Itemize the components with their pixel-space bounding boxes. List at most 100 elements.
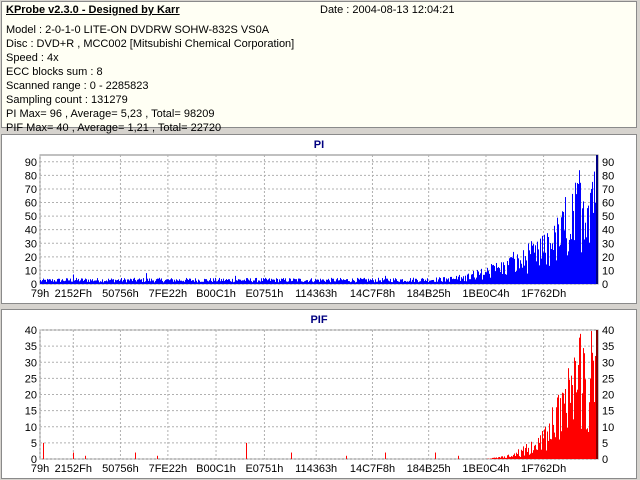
pif-bar xyxy=(291,452,292,459)
pi-bar xyxy=(506,274,507,284)
pi-bar xyxy=(497,267,498,284)
pi-bar xyxy=(348,281,349,284)
pi-bar xyxy=(357,277,358,284)
pif-bar xyxy=(525,447,526,459)
pif-bar xyxy=(458,455,459,459)
pi-bar xyxy=(175,281,176,284)
pi-bar xyxy=(523,250,524,284)
pi-bar xyxy=(473,270,474,284)
pi-bar xyxy=(105,281,106,284)
pif-bar xyxy=(497,458,498,459)
pi-bar xyxy=(306,280,307,284)
pi-bar xyxy=(426,280,427,284)
pi-bar xyxy=(95,280,96,284)
pi-bar xyxy=(369,280,370,284)
pi-bar xyxy=(255,278,256,284)
pi-bar xyxy=(391,282,392,284)
pi-bar xyxy=(303,281,304,284)
pi-bar xyxy=(197,282,198,284)
pi-bar xyxy=(530,254,531,284)
pi-bar xyxy=(496,262,497,284)
pif-summary: PIF Max= 40 , Average= 1,21 , Total= 227… xyxy=(6,122,222,134)
pi-bar xyxy=(571,239,572,284)
pi-bar xyxy=(582,208,583,284)
pif-bar xyxy=(594,402,595,459)
pif-bar xyxy=(523,446,524,459)
pi-bar xyxy=(84,279,85,284)
pi-bar xyxy=(232,278,233,284)
pi-bar xyxy=(322,279,323,284)
pi-bar xyxy=(470,279,471,284)
pi-bar xyxy=(57,279,58,284)
pi-bar xyxy=(488,270,489,284)
pi-bar xyxy=(503,262,504,284)
pi-bar xyxy=(338,280,339,284)
pi-y-tick-right-5: 50 xyxy=(602,211,614,223)
pi-bar xyxy=(517,254,518,284)
pi-bar xyxy=(405,280,406,284)
pi-bar xyxy=(553,249,554,284)
pi-bar xyxy=(579,170,580,284)
pi-bar xyxy=(315,278,316,284)
pi-bar xyxy=(139,278,140,284)
pi-bar xyxy=(390,278,391,284)
pi-y-tick-left-8: 80 xyxy=(25,170,37,182)
pi-bar xyxy=(481,268,482,284)
pif-bar xyxy=(553,424,554,459)
pi-bar xyxy=(59,278,60,284)
pi-bar xyxy=(412,279,413,284)
scan-date: Date : 2004-08-13 12:04:21 xyxy=(320,4,455,16)
pi-bar xyxy=(117,280,118,284)
pi-bar xyxy=(73,274,74,284)
pi-bar xyxy=(576,194,577,284)
pi-bar xyxy=(215,277,216,284)
pif-y-tick-left-5: 25 xyxy=(25,373,37,385)
pif-bar xyxy=(576,392,577,459)
pi-bar xyxy=(376,281,377,284)
pi-bar xyxy=(42,280,43,284)
pi-bar xyxy=(100,281,101,284)
pi-bar xyxy=(409,280,410,284)
pi-bar xyxy=(589,242,590,284)
pi-bar xyxy=(360,277,361,284)
scan-speed: Speed : 4x xyxy=(6,52,59,64)
pif-chart: PIF 0 0 5 5 10 10 15 15 20 20 25 25 30 30 35 35 40 40 79h 21… xyxy=(25,314,615,475)
pi-bar xyxy=(403,281,404,284)
pi-bar xyxy=(570,233,571,284)
pi-bar xyxy=(540,238,541,284)
pif-bar xyxy=(536,449,537,459)
pif-bar xyxy=(528,447,529,459)
pif-bar xyxy=(526,444,527,459)
pi-bar xyxy=(145,281,146,284)
pi-bar xyxy=(483,274,484,284)
pif-bar xyxy=(492,457,493,459)
pif-bar xyxy=(568,368,569,459)
pi-bar xyxy=(93,281,94,284)
pi-bar xyxy=(311,278,312,284)
pi-bar xyxy=(546,264,547,284)
pi-bar xyxy=(86,279,87,284)
pi-bar xyxy=(512,257,513,284)
pi-bar xyxy=(170,279,171,284)
pi-bar xyxy=(65,280,66,284)
pif-bar xyxy=(517,454,518,459)
pif-bar xyxy=(533,450,534,459)
pi-bar xyxy=(152,280,153,284)
pif-x-tick-6: 114363h xyxy=(295,463,337,475)
pi-bar xyxy=(179,279,180,284)
pi-bar xyxy=(66,278,67,284)
pif-y-tick-right-5: 25 xyxy=(602,373,614,385)
pif-bar xyxy=(494,457,495,459)
pi-bar xyxy=(239,279,240,284)
pi-y-tick-right-6: 60 xyxy=(602,198,614,210)
pi-bar xyxy=(479,274,480,284)
pi-bar xyxy=(367,281,368,284)
pi-bar xyxy=(382,278,383,284)
pif-bar xyxy=(508,454,509,459)
pif-x-tick-10: 1F762Dh xyxy=(521,463,566,475)
pi-bar xyxy=(147,278,148,284)
pi-bar xyxy=(463,276,464,284)
pi-bar xyxy=(585,222,586,284)
pi-bar xyxy=(146,273,147,284)
pif-y-tick-right-0: 0 xyxy=(602,454,608,466)
